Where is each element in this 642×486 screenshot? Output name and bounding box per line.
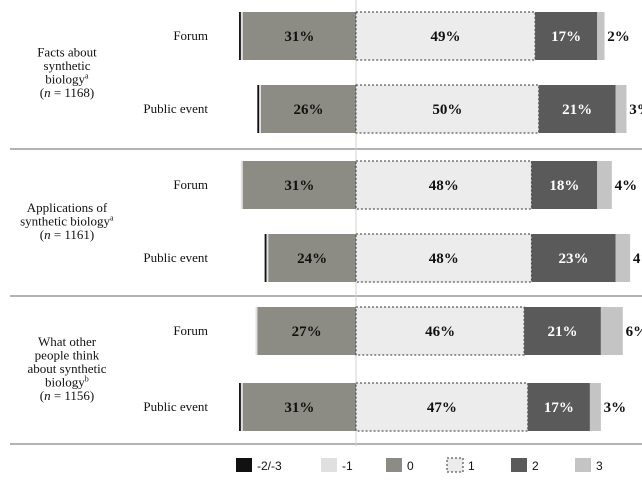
bar-segment-neg1 [240,161,243,209]
legend-swatch [575,458,591,472]
legend-label: 0 [407,459,414,473]
data-label: 21% [562,102,592,118]
bar-segment-v0 [260,85,356,133]
data-label: 31% [284,178,314,194]
data-label: 31% [284,29,314,45]
bar-segment-neg2 [257,85,260,133]
data-label: 24% [297,251,327,267]
bar-segment-v1 [355,306,525,356]
data-label: 21% [548,324,578,340]
data-label-outside: 6% [626,324,642,340]
bar-segment-v0 [268,234,356,282]
bar-segment-neg1 [240,383,243,431]
bar-segment-v0 [257,307,356,355]
bar-segment-neg2 [239,12,241,60]
bar-segment-v3 [615,234,631,282]
group-label: Applications of synthetic biologya (n = 1… [20,200,114,242]
legend-swatch [321,458,337,472]
bar-segment-neg1 [259,85,261,133]
data-label: 17% [544,400,574,416]
legend-label: 2 [532,459,539,473]
legend-swatch [446,457,464,473]
bar-segment-v2 [524,307,601,355]
bar-segment-v2 [538,85,616,133]
bar-segment-v1 [355,382,529,432]
legend-swatch [511,458,527,472]
bar-segment-neg1 [255,307,258,355]
legend-label: 1 [468,459,475,473]
data-label: 23% [558,251,588,267]
bar-segment-v1 [355,160,532,210]
data-label: 18% [549,178,579,194]
group-label-line: synthetic [44,58,91,73]
bar-segment-neg1 [240,12,243,60]
footnote-mark: a [85,71,89,80]
row-label: Public event [143,250,208,265]
data-label: 46% [425,324,455,340]
group-label: Facts about synthetic biologya (n = 1168) [37,44,97,100]
bar-segment-v2 [535,12,598,60]
group-label-line: biology [45,71,85,86]
group-label-line: about synthetic [27,361,106,376]
group-n-label: (n = 1168) [40,85,95,100]
bar-segment-v0 [242,161,356,209]
legend-swatch [236,458,252,472]
bar-segment-v3 [600,307,623,355]
row-label: Public event [143,101,208,116]
legend-label: -2/-3 [257,459,282,473]
footnote-mark: b [85,375,89,384]
legend-swatch [386,458,402,472]
row-label: Forum [173,323,208,338]
bar-segment-v3 [589,383,601,431]
bar-segment-neg1 [266,234,269,282]
bar-segment-v3 [615,85,627,133]
bar-segment-neg2 [239,383,241,431]
group-label-line: Applications of [27,200,108,215]
data-label-outside: 4% [615,178,638,194]
data-label: 48% [429,251,459,267]
legend-label: 3 [596,459,603,473]
data-label: 17% [551,29,581,45]
bar-segment-v1 [355,84,540,134]
footnote-mark: a [110,214,114,223]
legend-label: -1 [342,459,353,473]
bar-segment-v1 [355,233,532,283]
bar-segment-neg2 [264,234,267,282]
group-label-line: people think [35,348,100,363]
data-label: 31% [284,400,314,416]
data-label-outside: 3% [629,102,642,118]
bar-segment-v1 [355,11,536,61]
data-label: 48% [429,178,459,194]
bar-segment-v2 [527,383,590,431]
data-label: 26% [293,102,323,118]
data-label: 47% [427,400,457,416]
group-label-line: What other [38,334,97,349]
group-label: What other people think about synthetic bio… [27,334,106,403]
data-label: 50% [432,102,462,118]
bar-segment-v2 [531,161,598,209]
group-label-line: Facts about [37,44,97,59]
data-label-outside: 2% [607,29,630,45]
bar-segment-v2 [531,234,616,282]
group-n-label: (n = 1156) [40,388,95,403]
group-n-label: (n = 1161) [40,227,95,242]
group-label-line: biology [45,375,85,390]
bar-segment-v3 [597,12,605,60]
data-label: 27% [292,324,322,340]
bar-segment-v0 [242,383,356,431]
row-label: Public event [143,399,208,414]
bar-segment-v3 [597,161,612,209]
group-label-line: synthetic biology [20,214,110,229]
row-label: Forum [173,177,208,192]
data-label: 49% [431,29,461,45]
data-label-outside: 3% [604,400,627,416]
row-label: Forum [173,28,208,43]
bar-segment-v0 [242,12,356,60]
data-label-outside: 4% [633,251,642,267]
